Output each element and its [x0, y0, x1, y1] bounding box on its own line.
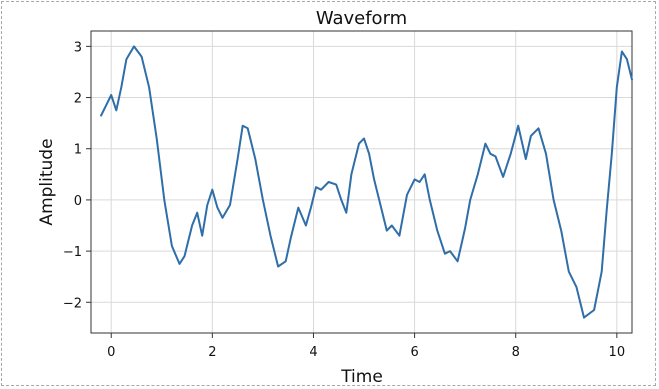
x-tick-label: 8 [512, 345, 520, 360]
x-tick-label: 6 [410, 345, 418, 360]
y-tick-label: 1 [74, 143, 82, 158]
ticks: 0 2 4 6 8 10 −2 −1 0 1 2 3 [63, 40, 625, 360]
y-axis-label: Amplitude [37, 138, 57, 225]
y-tick-label: −1 [63, 245, 82, 260]
y-tick-label: 3 [74, 40, 82, 55]
x-tick-label: 4 [309, 345, 317, 360]
y-tick-label: −2 [63, 296, 82, 311]
chart-title: Waveform [316, 8, 407, 29]
x-tick-label: 0 [107, 345, 115, 360]
grid [91, 31, 632, 333]
y-tick-label: 0 [74, 194, 82, 209]
y-tick-label: 2 [74, 92, 82, 107]
x-tick-label: 10 [609, 345, 626, 360]
plot-area-border [90, 30, 633, 334]
series-line [100, 45, 633, 319]
x-axis-label: Time [340, 367, 383, 387]
x-tick-label: 2 [208, 345, 216, 360]
